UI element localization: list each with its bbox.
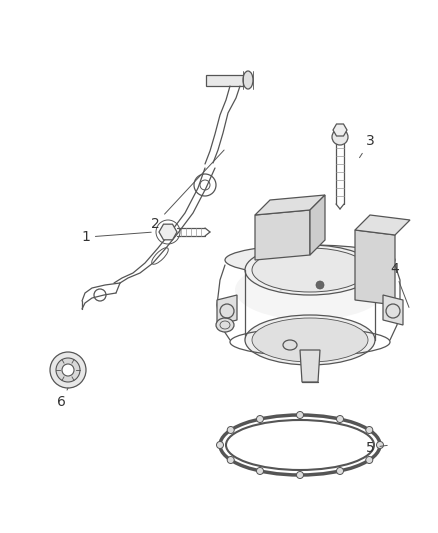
Circle shape <box>336 416 343 423</box>
Ellipse shape <box>245 245 375 295</box>
Circle shape <box>257 416 264 423</box>
Polygon shape <box>310 195 325 255</box>
Text: 6: 6 <box>57 388 68 409</box>
Text: 1: 1 <box>81 230 151 244</box>
Polygon shape <box>255 195 325 215</box>
Ellipse shape <box>243 71 253 89</box>
Polygon shape <box>255 210 310 260</box>
Polygon shape <box>206 75 243 86</box>
Ellipse shape <box>252 318 368 362</box>
Circle shape <box>227 456 234 464</box>
Circle shape <box>336 467 343 474</box>
Polygon shape <box>217 295 237 325</box>
Polygon shape <box>383 295 403 325</box>
Ellipse shape <box>252 248 368 292</box>
Ellipse shape <box>235 260 385 320</box>
Ellipse shape <box>245 315 375 365</box>
Circle shape <box>297 472 304 479</box>
Polygon shape <box>159 224 177 240</box>
Circle shape <box>50 352 86 388</box>
Text: 4: 4 <box>390 262 409 308</box>
Circle shape <box>62 364 74 376</box>
Circle shape <box>332 129 348 145</box>
Circle shape <box>316 281 324 289</box>
Polygon shape <box>355 215 410 235</box>
Circle shape <box>297 411 304 418</box>
Text: 2: 2 <box>151 150 224 231</box>
Text: 5: 5 <box>366 441 387 455</box>
Polygon shape <box>300 350 320 382</box>
Circle shape <box>366 456 373 464</box>
Ellipse shape <box>283 340 297 350</box>
Circle shape <box>56 358 80 382</box>
Circle shape <box>377 441 384 448</box>
Text: 3: 3 <box>360 134 374 158</box>
Circle shape <box>216 441 223 448</box>
Circle shape <box>257 467 264 474</box>
Circle shape <box>227 426 234 433</box>
Polygon shape <box>355 230 395 305</box>
Ellipse shape <box>216 318 234 332</box>
Ellipse shape <box>225 245 395 275</box>
Polygon shape <box>333 124 347 136</box>
Circle shape <box>366 426 373 433</box>
